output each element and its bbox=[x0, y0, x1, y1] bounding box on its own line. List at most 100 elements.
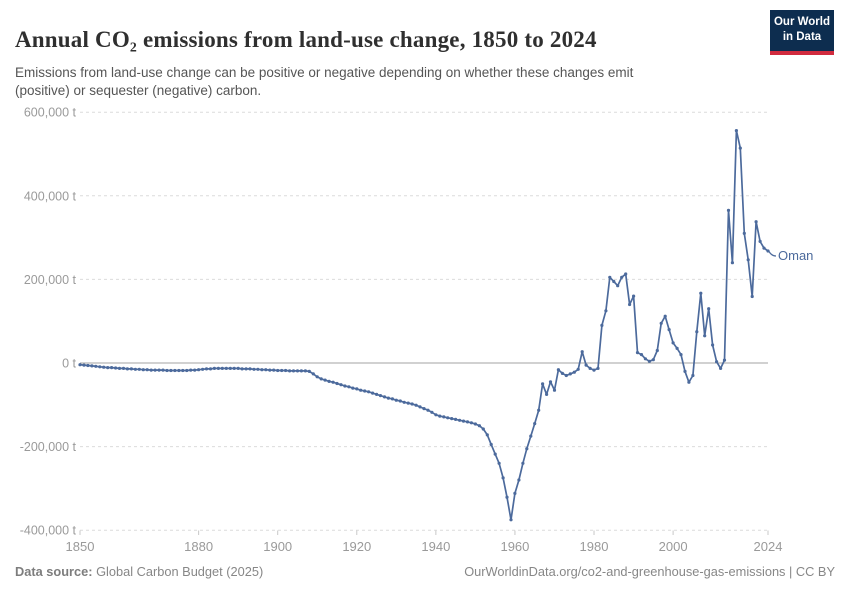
oman-series-line[interactable] bbox=[79, 129, 769, 521]
data-point-marker bbox=[252, 367, 256, 371]
data-point-marker bbox=[347, 385, 351, 389]
data-point-marker bbox=[659, 321, 663, 325]
data-point-marker bbox=[193, 368, 197, 372]
data-point-marker bbox=[216, 366, 220, 370]
data-point-marker bbox=[663, 314, 667, 318]
data-point-marker bbox=[675, 346, 679, 350]
data-point-marker bbox=[722, 358, 727, 362]
data-point-marker bbox=[651, 358, 655, 362]
data-point-marker bbox=[655, 348, 659, 353]
data-point-marker bbox=[473, 422, 477, 426]
owid-url-link[interactable]: OurWorldinData.org/co2-and-greenhouse-ga… bbox=[464, 564, 835, 579]
data-point-marker bbox=[378, 394, 383, 398]
data-point-marker bbox=[572, 370, 576, 374]
data-point-marker bbox=[671, 341, 675, 345]
data-point-marker bbox=[632, 294, 636, 298]
data-point-marker bbox=[596, 366, 600, 370]
data-point-marker bbox=[584, 363, 588, 367]
data-point-marker bbox=[730, 261, 735, 265]
data-point-marker bbox=[715, 360, 719, 364]
data-point-marker bbox=[746, 258, 750, 262]
data-point-marker bbox=[220, 366, 224, 370]
data-point-marker bbox=[616, 284, 620, 288]
data-point-marker bbox=[82, 363, 86, 367]
y-axis-tick-label: 600,000 t bbox=[24, 106, 77, 120]
data-point-marker bbox=[438, 414, 442, 418]
data-point-marker bbox=[295, 369, 300, 373]
data-point-marker bbox=[501, 476, 505, 480]
data-point-marker bbox=[422, 407, 426, 411]
x-axis-tick-label: 1880 bbox=[184, 539, 213, 554]
entity-label-oman[interactable]: Oman bbox=[778, 248, 813, 263]
data-point-marker bbox=[402, 400, 406, 404]
data-point-marker bbox=[545, 392, 549, 396]
data-point-marker bbox=[458, 418, 462, 422]
data-point-marker bbox=[469, 421, 473, 425]
data-point-marker bbox=[639, 353, 644, 357]
data-point-marker bbox=[90, 364, 94, 368]
data-point-marker bbox=[161, 368, 165, 372]
data-point-marker bbox=[323, 378, 327, 382]
data-point-marker bbox=[291, 369, 296, 373]
data-point-marker bbox=[604, 309, 608, 313]
data-point-marker bbox=[699, 291, 703, 295]
data-point-marker bbox=[726, 208, 731, 212]
data-point-marker bbox=[197, 368, 201, 372]
data-point-marker bbox=[446, 416, 450, 420]
x-axis-tick-label: 2000 bbox=[659, 539, 688, 554]
data-point-marker bbox=[363, 389, 367, 393]
x-axis-tick-label: 1900 bbox=[263, 539, 292, 554]
data-point-marker bbox=[564, 373, 568, 378]
data-point-marker bbox=[367, 390, 371, 394]
data-point-marker bbox=[628, 302, 632, 307]
owid-logo[interactable]: Our World in Data bbox=[770, 10, 834, 55]
data-point-marker bbox=[493, 452, 497, 456]
data-point-marker bbox=[125, 367, 129, 371]
data-point-marker bbox=[406, 401, 410, 405]
data-point-marker bbox=[537, 408, 541, 412]
owid-logo-line2: in Data bbox=[782, 30, 822, 43]
data-point-marker bbox=[734, 129, 739, 133]
data-point-marker bbox=[481, 427, 485, 431]
data-point-marker bbox=[691, 373, 695, 378]
data-source-value: Global Carbon Budget (2025) bbox=[92, 564, 264, 579]
data-point-marker bbox=[224, 366, 228, 370]
data-point-marker bbox=[208, 367, 213, 371]
data-point-marker bbox=[382, 395, 387, 399]
line-chart[interactable]: 600,000 t 400,000 t 200,000 t 0 t -200,000 t… bbox=[0, 95, 850, 570]
data-point-marker bbox=[86, 363, 90, 368]
data-point-marker bbox=[169, 368, 173, 373]
y-axis-tick-label: 0 t bbox=[62, 357, 76, 371]
data-point-marker bbox=[117, 366, 122, 370]
data-point-marker bbox=[327, 379, 331, 383]
data-point-marker bbox=[548, 380, 553, 384]
data-point-marker bbox=[129, 367, 133, 371]
data-point-marker bbox=[529, 434, 533, 438]
data-point-marker bbox=[560, 371, 565, 375]
chart-plot-area[interactable]: 600,000 t 400,000 t 200,000 t 0 t -200,000 t… bbox=[0, 95, 850, 570]
data-point-marker bbox=[212, 366, 216, 370]
data-point-marker bbox=[307, 369, 311, 373]
x-axis-tick-label: 1980 bbox=[580, 539, 609, 554]
data-point-marker bbox=[311, 372, 315, 376]
data-point-marker bbox=[343, 384, 347, 388]
data-point-marker bbox=[236, 366, 240, 370]
data-point-marker bbox=[552, 388, 557, 392]
data-point-marker bbox=[181, 368, 185, 373]
data-point-marker bbox=[398, 399, 402, 403]
data-point-marker bbox=[232, 366, 236, 370]
data-point-marker bbox=[78, 363, 82, 367]
data-point-marker bbox=[303, 369, 307, 373]
data-point-marker bbox=[489, 442, 493, 447]
owid-logo-line1: Our World bbox=[773, 16, 830, 28]
data-point-marker bbox=[695, 330, 699, 334]
data-source-label: Data source: bbox=[15, 564, 93, 579]
chart-title: Annual CO₂ emissions from land-use chang… bbox=[15, 27, 597, 53]
data-source-note: Data source: Global Carbon Budget (2025) bbox=[15, 564, 263, 579]
y-axis-tick-label: 200,000 t bbox=[24, 273, 77, 287]
data-point-marker bbox=[525, 447, 529, 451]
data-point-marker bbox=[588, 366, 592, 370]
data-point-marker bbox=[442, 415, 446, 419]
data-point-marker bbox=[173, 368, 177, 373]
data-point-marker bbox=[643, 357, 648, 361]
